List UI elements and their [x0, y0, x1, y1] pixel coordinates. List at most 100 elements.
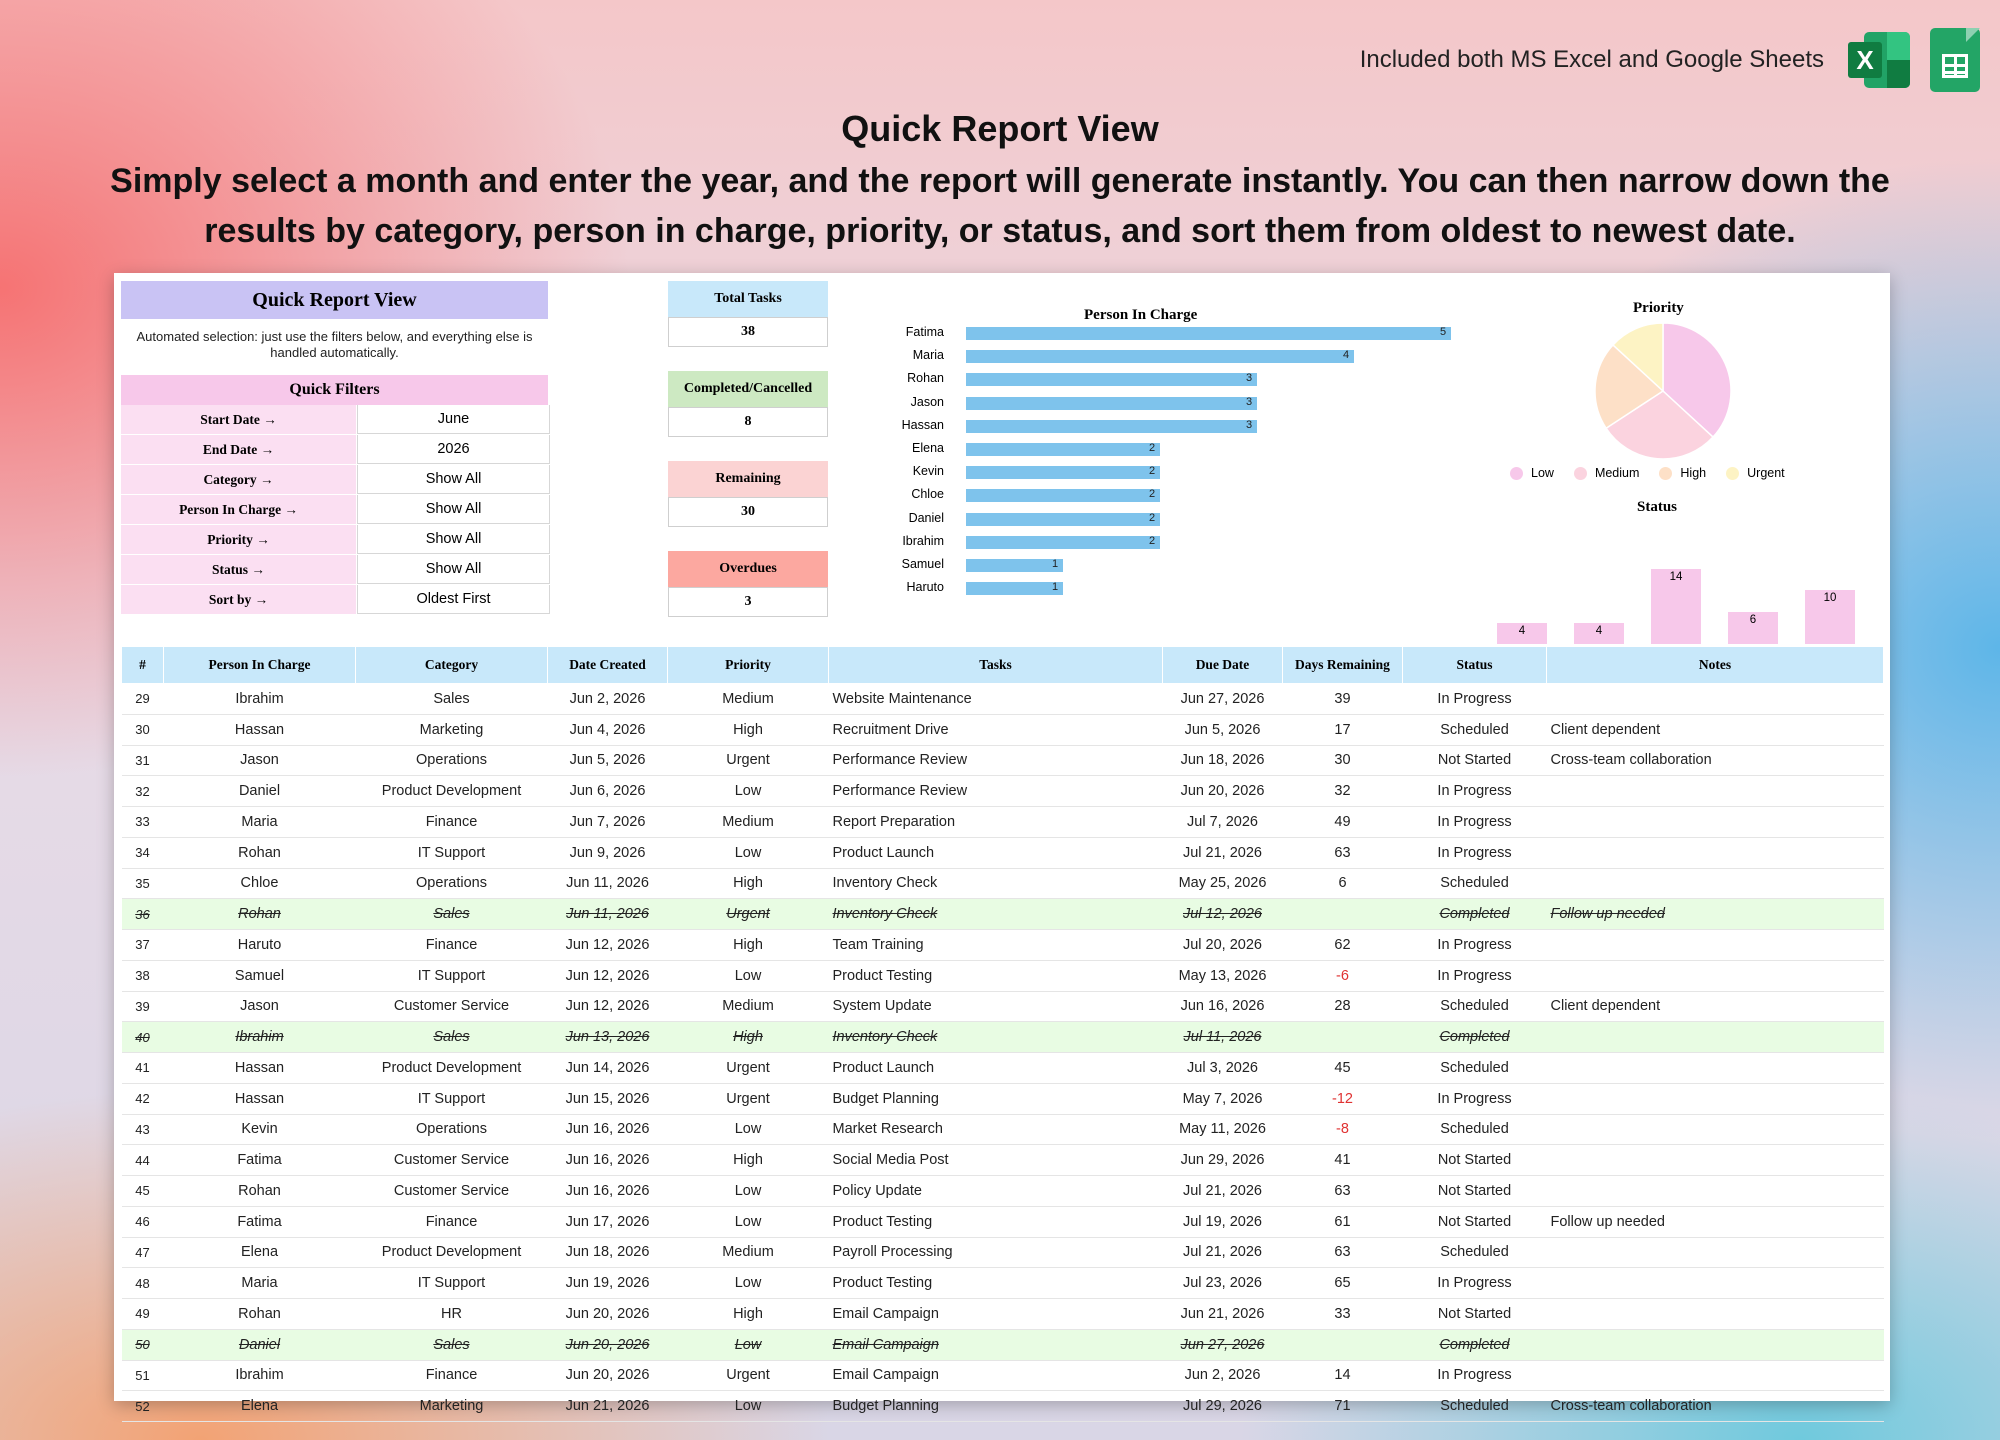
table-cell[interactable]: 6	[1282, 868, 1403, 900]
table-cell[interactable]	[1546, 1114, 1884, 1146]
table-cell[interactable]: High	[667, 868, 829, 900]
table-row-completed[interactable]: 36 Rohan Sales Jun 11, 2026 Urgent Inventory …	[121, 898, 1884, 930]
table-cell[interactable]: Low	[667, 1329, 829, 1361]
table-cell[interactable]: In Progress	[1402, 1360, 1547, 1392]
table-cell[interactable]: Budget Planning	[828, 1390, 1163, 1422]
table-cell[interactable]: Cross-team collaboration	[1546, 1390, 1884, 1422]
table-cell[interactable]: Scheduled	[1402, 1114, 1547, 1146]
table-cell[interactable]: Product Development	[355, 1237, 548, 1269]
column-header[interactable]: Date Created	[547, 646, 668, 684]
table-cell[interactable]: Low	[667, 1114, 829, 1146]
table-cell[interactable]: Customer Service	[355, 1175, 548, 1207]
table-cell[interactable]: Jun 11, 2026	[547, 868, 668, 900]
table-cell[interactable]: Samuel	[163, 960, 356, 992]
table-cell[interactable]: IT Support	[355, 1267, 548, 1299]
table-cell[interactable]: Jun 16, 2026	[547, 1114, 668, 1146]
table-cell[interactable]: Customer Service	[355, 991, 548, 1023]
table-cell[interactable]: Elena	[163, 1390, 356, 1422]
table-cell[interactable]: Urgent	[667, 1083, 829, 1115]
table-cell[interactable]: Finance	[355, 806, 548, 838]
table-cell[interactable]: Jun 9, 2026	[547, 837, 668, 869]
table-cell[interactable]: Cross-team collaboration	[1546, 745, 1884, 777]
table-cell[interactable]: Jun 2, 2026	[547, 683, 668, 715]
table-cell[interactable]: Medium	[667, 1237, 829, 1269]
table-cell[interactable]: 65	[1282, 1267, 1403, 1299]
table-cell[interactable]: Low	[667, 775, 829, 807]
table-cell[interactable]: 17	[1282, 714, 1403, 746]
table-row[interactable]: 44 Fatima Customer Service Jun 16, 2026 High…	[121, 1144, 1884, 1176]
table-cell[interactable]: Hassan	[163, 1083, 356, 1115]
table-cell[interactable]: Inventory Check	[828, 1021, 1163, 1053]
table-cell[interactable]	[1546, 806, 1884, 838]
table-cell[interactable]: 51	[121, 1360, 164, 1392]
table-cell[interactable]: Budget Planning	[828, 1083, 1163, 1115]
table-cell[interactable]: 33	[1282, 1298, 1403, 1330]
table-cell[interactable]: Jun 6, 2026	[547, 775, 668, 807]
table-cell[interactable]: Ibrahim	[163, 1360, 356, 1392]
table-cell[interactable]: 32	[121, 775, 164, 807]
table-row[interactable]: 35 Chloe Operations Jun 11, 2026 High Invento…	[121, 868, 1884, 900]
table-cell[interactable]: Jul 7, 2026	[1162, 806, 1283, 838]
table-cell[interactable]: -6	[1282, 960, 1403, 992]
table-cell[interactable]	[1546, 1237, 1884, 1269]
table-cell[interactable]	[1546, 929, 1884, 961]
table-cell[interactable]: 46	[121, 1206, 164, 1238]
table-row[interactable]: 52 Elena Marketing Jun 21, 2026 Low Budget Pl…	[121, 1390, 1884, 1422]
table-cell[interactable]: Jun 27, 2026	[1162, 683, 1283, 715]
table-cell[interactable]: Low	[667, 960, 829, 992]
table-row[interactable]: 31 Jason Operations Jun 5, 2026 Urgent Perfor…	[121, 745, 1884, 777]
table-cell[interactable]: High	[667, 1144, 829, 1176]
table-cell[interactable]: 49	[121, 1298, 164, 1330]
table-cell[interactable]: Rohan	[163, 1298, 356, 1330]
table-cell[interactable]: Jun 13, 2026	[547, 1021, 668, 1053]
table-row[interactable]: 33 Maria Finance Jun 7, 2026 Medium Report Pr…	[121, 806, 1884, 838]
column-header[interactable]: Notes	[1546, 646, 1884, 684]
table-cell[interactable]: Jun 11, 2026	[547, 898, 668, 930]
table-row[interactable]: 39 Jason Customer Service Jun 12, 2026 Mediu…	[121, 991, 1884, 1023]
table-cell[interactable]: Jun 27, 2026	[1162, 1329, 1283, 1361]
table-cell[interactable]: 41	[121, 1052, 164, 1084]
table-cell[interactable]: Low	[667, 1390, 829, 1422]
table-cell[interactable]: Market Research	[828, 1114, 1163, 1146]
table-cell[interactable]: Urgent	[667, 745, 829, 777]
table-cell[interactable]: 30	[121, 714, 164, 746]
table-cell[interactable]: Jun 20, 2026	[547, 1329, 668, 1361]
table-cell[interactable]: Operations	[355, 745, 548, 777]
table-cell[interactable]: Payroll Processing	[828, 1237, 1163, 1269]
table-cell[interactable]: System Update	[828, 991, 1163, 1023]
table-cell[interactable]: Jason	[163, 745, 356, 777]
table-cell[interactable]: 62	[1282, 929, 1403, 961]
table-cell[interactable]: Jun 14, 2026	[547, 1052, 668, 1084]
filter-value-dropdown[interactable]: Show All	[357, 495, 550, 524]
table-cell[interactable]: Jun 15, 2026	[547, 1083, 668, 1115]
filter-value-dropdown[interactable]: Show All	[357, 465, 550, 494]
table-cell[interactable]: Low	[667, 1267, 829, 1299]
table-cell[interactable]: 29	[121, 683, 164, 715]
table-cell[interactable]: 49	[1282, 806, 1403, 838]
column-header[interactable]: Days Remaining	[1282, 646, 1403, 684]
table-cell[interactable]: Performance Review	[828, 775, 1163, 807]
table-cell[interactable]: -12	[1282, 1083, 1403, 1115]
table-cell[interactable]: 42	[121, 1083, 164, 1115]
table-cell[interactable]: 45	[121, 1175, 164, 1207]
table-cell[interactable]: May 25, 2026	[1162, 868, 1283, 900]
table-cell[interactable]: Inventory Check	[828, 868, 1163, 900]
table-row[interactable]: 34 Rohan IT Support Jun 9, 2026 Low Product L…	[121, 837, 1884, 869]
table-cell[interactable]: Product Launch	[828, 1052, 1163, 1084]
table-cell[interactable]: Jun 5, 2026	[547, 745, 668, 777]
table-cell[interactable]: Completed	[1402, 1329, 1547, 1361]
table-cell[interactable]: In Progress	[1402, 683, 1547, 715]
table-cell[interactable]: Product Development	[355, 1052, 548, 1084]
column-header[interactable]: Priority	[667, 646, 829, 684]
table-cell[interactable]: Jun 12, 2026	[547, 960, 668, 992]
table-cell[interactable]: Policy Update	[828, 1175, 1163, 1207]
table-cell[interactable]: Jul 23, 2026	[1162, 1267, 1283, 1299]
table-cell[interactable]: In Progress	[1402, 929, 1547, 961]
table-cell[interactable]: Jun 18, 2026	[547, 1237, 668, 1269]
table-cell[interactable]: Jun 2, 2026	[1162, 1360, 1283, 1392]
table-cell[interactable]: Scheduled	[1402, 1052, 1547, 1084]
table-cell[interactable]: Medium	[667, 991, 829, 1023]
table-cell[interactable]: May 13, 2026	[1162, 960, 1283, 992]
table-cell[interactable]: Finance	[355, 1360, 548, 1392]
table-row[interactable]: 45 Rohan Customer Service Jun 16, 2026 Low Po…	[121, 1175, 1884, 1207]
